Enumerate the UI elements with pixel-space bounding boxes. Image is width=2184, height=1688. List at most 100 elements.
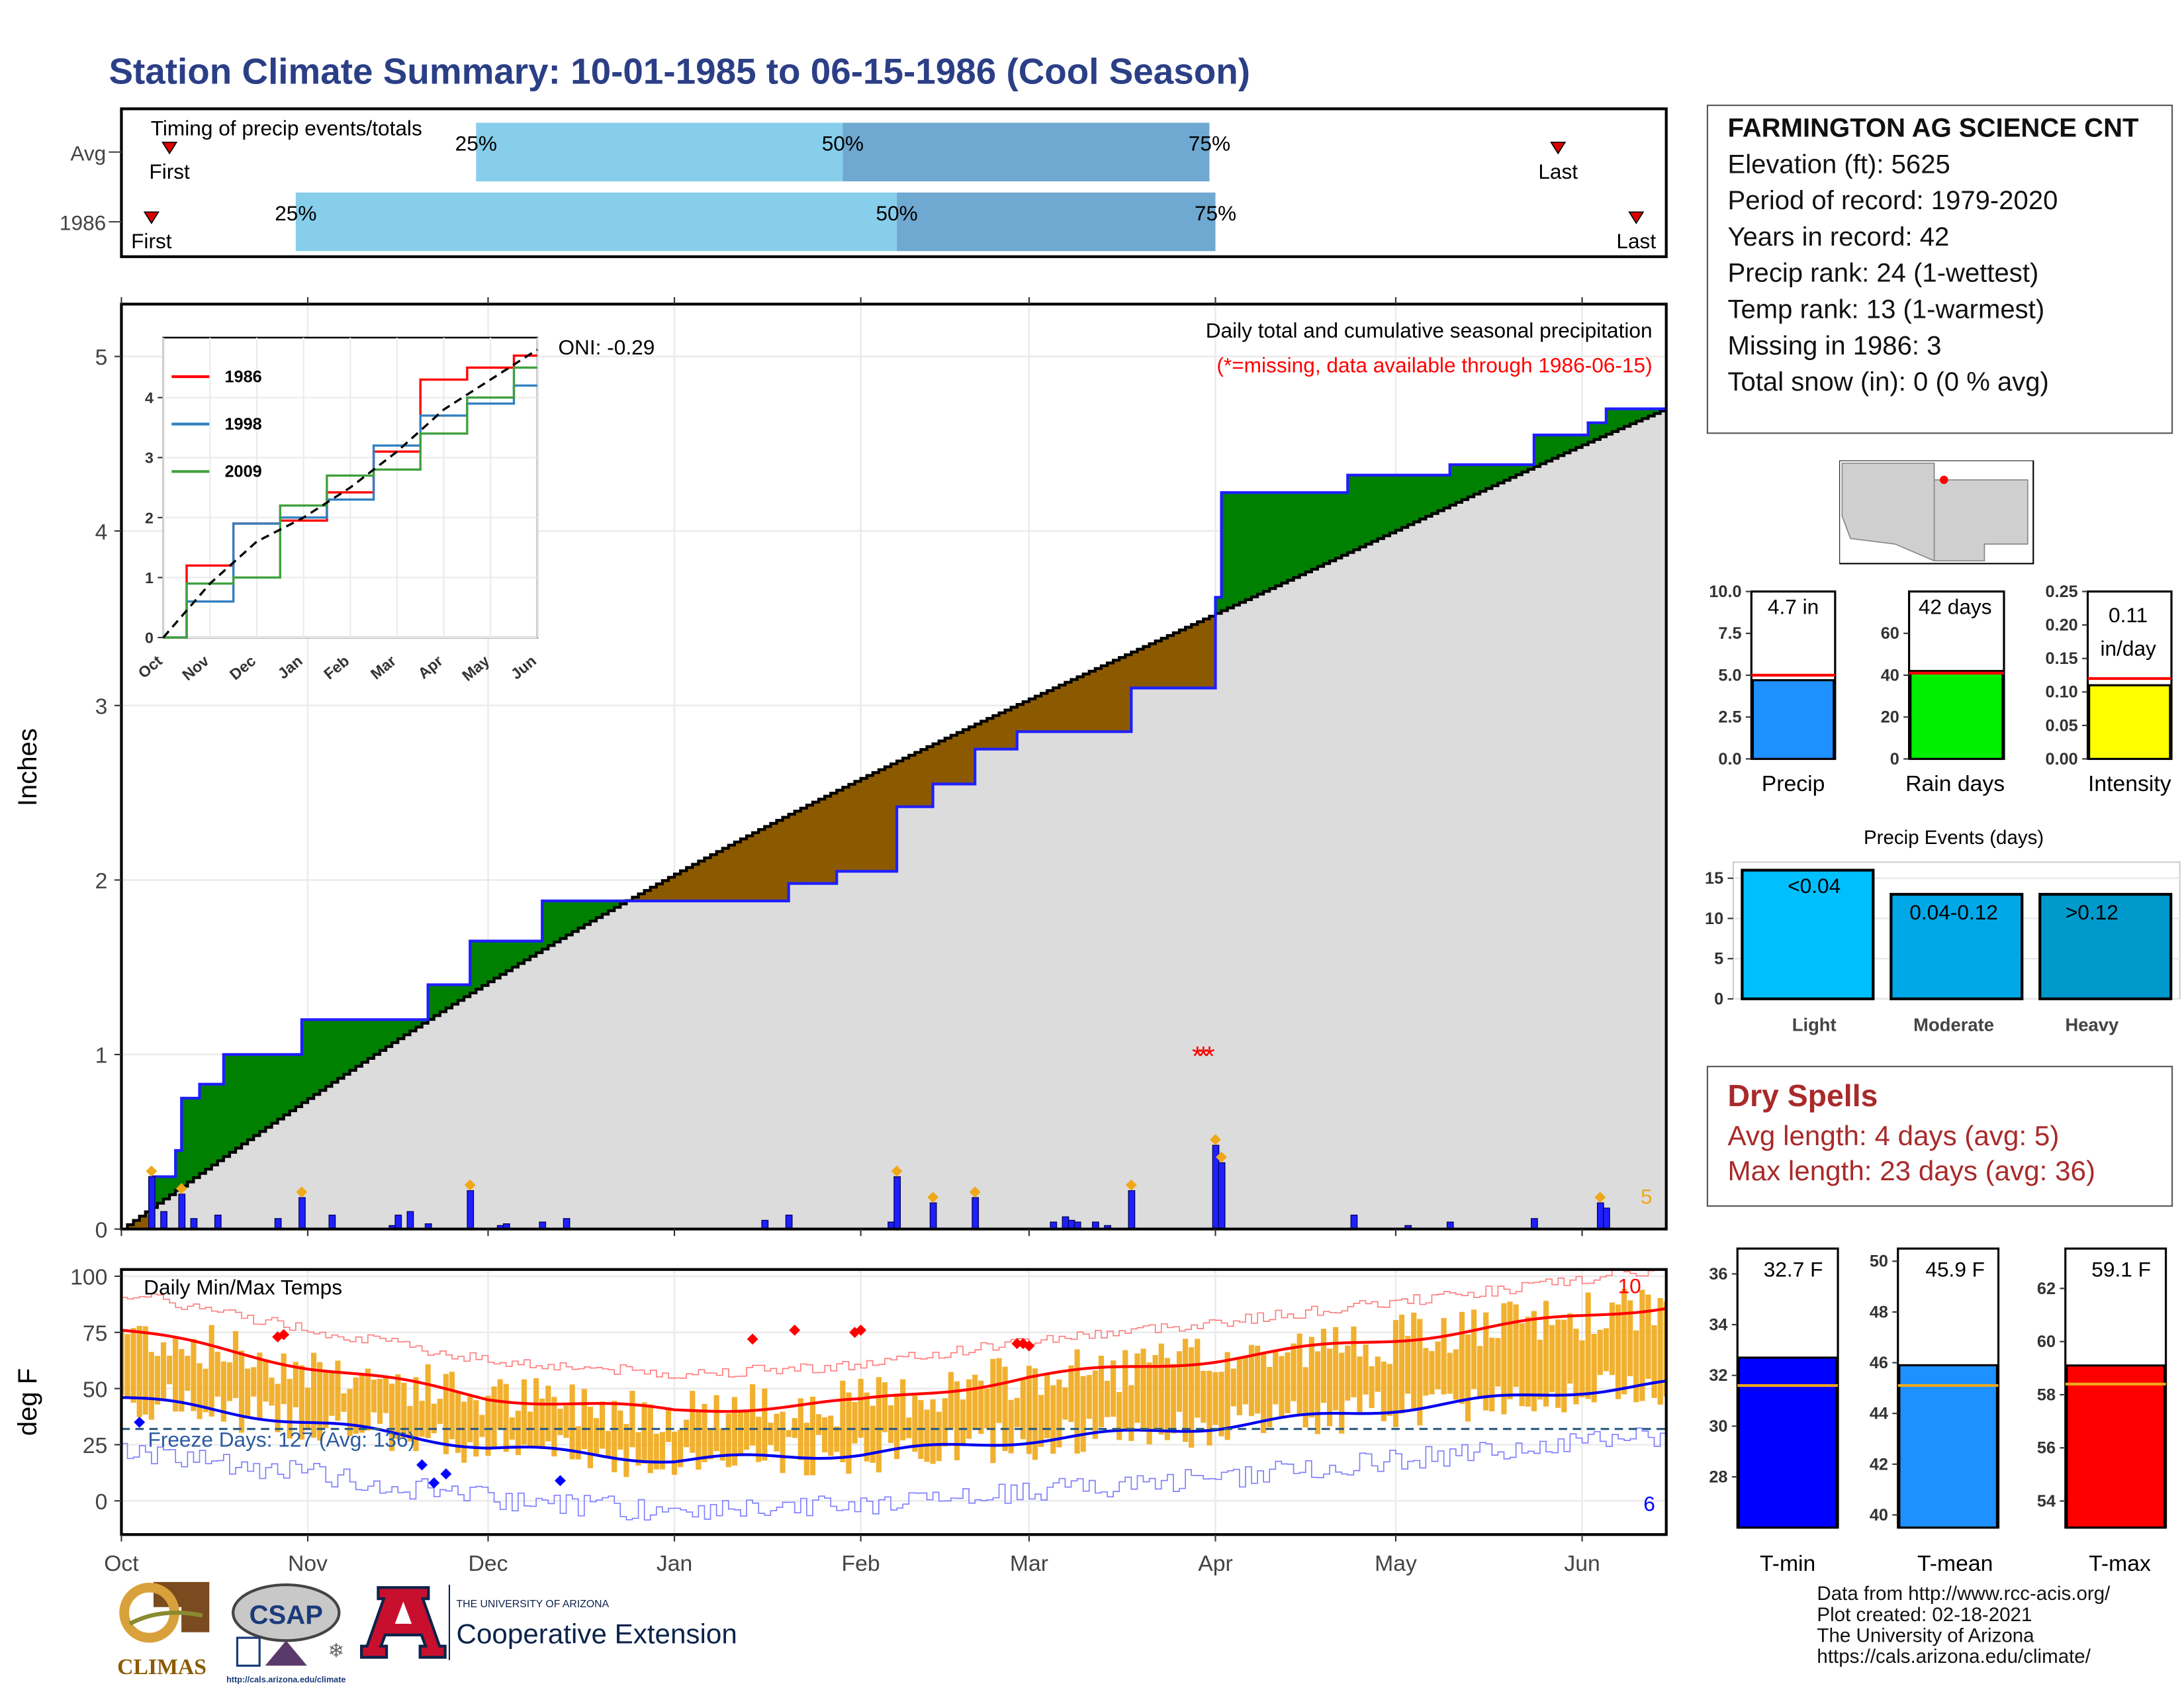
below-avg-fill xyxy=(819,799,825,884)
above-avg-fill xyxy=(476,941,483,990)
daily-temp-bar xyxy=(1068,1365,1074,1423)
daily-temp-bar xyxy=(1398,1315,1405,1414)
above-avg-fill xyxy=(1389,475,1396,534)
daily-temp-bar xyxy=(335,1360,341,1421)
daily-temp-bar xyxy=(1122,1350,1128,1430)
timing-last-label: Last xyxy=(1616,229,1656,253)
daily-temp-bar xyxy=(575,1426,581,1460)
above-avg-fill xyxy=(608,901,615,911)
daily-temp-bar xyxy=(1555,1319,1561,1408)
daily-precip-bar xyxy=(214,1214,222,1229)
below-avg-fill xyxy=(776,820,784,902)
below-avg-fill xyxy=(1209,616,1216,688)
daily-temp-bar xyxy=(671,1431,678,1475)
record-high-line xyxy=(121,1269,1666,1379)
daily-temp-bar xyxy=(1561,1319,1567,1413)
above-avg-fill xyxy=(451,984,459,1005)
tmean-tick-label: 50 xyxy=(1870,1252,1888,1271)
daily-temp-bar xyxy=(629,1390,635,1448)
tmean-value-label: 45.9 F xyxy=(1925,1257,1985,1281)
daily-temp-bar xyxy=(1447,1352,1453,1394)
daily-temp-bar xyxy=(185,1356,191,1391)
above-avg-fill xyxy=(223,1055,230,1157)
above-avg-fill xyxy=(554,901,561,943)
above-avg-fill xyxy=(445,984,453,1008)
below-avg-fill xyxy=(927,746,934,807)
daily-temp-bar xyxy=(521,1379,527,1445)
above-avg-fill xyxy=(367,1019,375,1058)
intensity-tick-label: 0.10 xyxy=(2046,683,2078,702)
timing-bars: 25% 50% 75% First Last 25% 50% 75% First Last xyxy=(131,122,1656,253)
daily-temp-bar xyxy=(641,1402,647,1464)
daily-temp-bar xyxy=(882,1382,888,1432)
tmin-tick-label: 36 xyxy=(1709,1265,1727,1284)
tmin-bar xyxy=(1737,1356,1838,1529)
inset-series-avg xyxy=(162,348,538,639)
above-avg-fill xyxy=(464,984,471,997)
daily-temp-bar xyxy=(678,1430,684,1468)
above-avg-fill xyxy=(361,1019,369,1062)
credit-plot-created: Plot created: 02-18-2021 xyxy=(1817,1603,2032,1626)
daily-precip-bar xyxy=(1062,1216,1069,1229)
daily-temp-bar xyxy=(659,1432,665,1470)
above-avg-fill xyxy=(1275,492,1283,586)
temp-label: Daily Min/Max Temps xyxy=(144,1276,342,1299)
below-avg-fill xyxy=(794,811,801,884)
tmean-tick-label: 44 xyxy=(1870,1405,1888,1423)
below-avg-fill xyxy=(987,718,994,749)
daily-temp-bar xyxy=(1273,1352,1279,1405)
above-avg-fill xyxy=(386,1019,393,1047)
daily-temp-bar xyxy=(900,1379,906,1440)
daily-temp-bar xyxy=(1615,1304,1621,1399)
above-avg-fill xyxy=(349,1019,357,1070)
precip-total-tick-label: 2.5 xyxy=(1718,708,1741,727)
daily-temp-bar xyxy=(599,1401,606,1449)
daily-temp-bar xyxy=(479,1415,485,1437)
above-avg-fill xyxy=(1365,475,1373,545)
above-avg-fill xyxy=(1636,408,1643,422)
daily-temp-bar xyxy=(269,1378,275,1406)
tmax-tick-label: 54 xyxy=(2037,1492,2056,1511)
daily-temp-bar xyxy=(756,1417,762,1462)
below-avg-fill xyxy=(704,857,711,902)
daily-precip-bar xyxy=(761,1219,769,1229)
events-tick-label: 10 xyxy=(1705,910,1723,928)
below-avg-fill xyxy=(650,887,657,902)
daily-temp-bar xyxy=(124,1334,130,1399)
above-avg-fill xyxy=(1426,475,1433,516)
above-avg-fill xyxy=(1558,435,1565,456)
above-avg-fill xyxy=(439,984,447,1012)
daily-temp-bar xyxy=(966,1379,972,1439)
daily-temp-bar xyxy=(1195,1338,1201,1418)
daily-temp-bar xyxy=(347,1389,353,1436)
daily-temp-bar xyxy=(304,1387,311,1429)
daily-temp-bar xyxy=(1501,1303,1507,1415)
tmin-value-label: 32.7 F xyxy=(1764,1257,1823,1281)
above-avg-fill xyxy=(1461,464,1469,500)
above-avg-fill xyxy=(1215,597,1222,614)
missing-marker: * xyxy=(1192,1041,1203,1072)
above-avg-fill xyxy=(1287,492,1295,581)
daily-temp-bar xyxy=(1086,1375,1092,1419)
below-avg-fill xyxy=(1053,688,1060,732)
season-total-bars: 0.0 2.5 5.0 7.5 10.0 0 20 40 60 0.00 0.05 0.10 0.15 0… xyxy=(1709,583,2173,796)
daily-temp-bar xyxy=(389,1383,395,1451)
avg-high-line xyxy=(121,1307,1666,1413)
daily-temp-bar xyxy=(852,1402,858,1444)
above-avg-fill xyxy=(1618,408,1625,429)
station-name: FARMINGTON AG SCIENCE CNT xyxy=(1727,114,2139,144)
precip-total-tick-label: 0.0 xyxy=(1718,750,1741,769)
precip-axis: 0 1 2 3 4 5 xyxy=(95,297,1583,1243)
daily-temp-bar xyxy=(1591,1334,1597,1403)
daily-temp-bar xyxy=(323,1370,329,1429)
event-bar-label-light: <0.04 xyxy=(1788,874,1841,898)
below-avg-fill xyxy=(831,793,838,884)
tmin-tick-label: 32 xyxy=(1709,1366,1727,1385)
above-avg-fill xyxy=(416,1019,423,1027)
daily-temp-bar xyxy=(1495,1338,1501,1387)
tmean-tick-label: 42 xyxy=(1870,1455,1888,1474)
y-tick-label: 1 xyxy=(95,1043,108,1068)
daily-temp-bar xyxy=(581,1389,587,1450)
above-avg-fill xyxy=(542,901,549,949)
daily-temp-bar xyxy=(1261,1352,1267,1433)
